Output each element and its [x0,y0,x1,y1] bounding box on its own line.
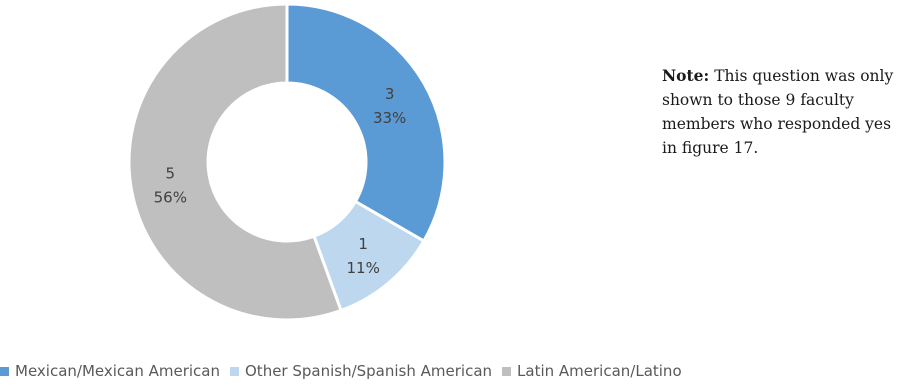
labels-group: 3 33% 1 11% 5 56% [154,85,407,277]
note-box: Note: This question was only shown to th… [662,64,907,160]
slice-percent-latin-american: 56% [154,189,187,207]
slice-value-other-spanish: 1 [358,235,368,253]
legend-item-mexican: Mexican/Mexican American [0,362,220,380]
legend-label-latin-american: Latin American/Latino [517,362,682,380]
note-prefix: Note: [662,66,710,85]
legend-label-mexican: Mexican/Mexican American [15,362,220,380]
legend-label-other-spanish: Other Spanish/Spanish American [245,362,493,380]
slices-group [127,2,447,322]
slice-value-latin-american: 5 [166,165,176,183]
slice-value-mexican: 3 [385,85,395,103]
slice-percent-other-spanish: 11% [346,259,379,277]
legend: Mexican/Mexican American Other Spanish/S… [0,359,692,383]
legend-swatch-mexican [0,366,9,376]
slice-latin-american [127,2,343,322]
legend-swatch-latin-american [502,366,512,376]
slice-percent-mexican: 33% [373,109,406,127]
slice-mexican [285,2,447,243]
legend-swatch-other-spanish [230,366,239,376]
note-text: This question was only shown to those 9 … [662,67,894,157]
legend-item-latin-american: Latin American/Latino [502,362,682,380]
legend-item-other-spanish: Other Spanish/Spanish American [230,362,492,380]
